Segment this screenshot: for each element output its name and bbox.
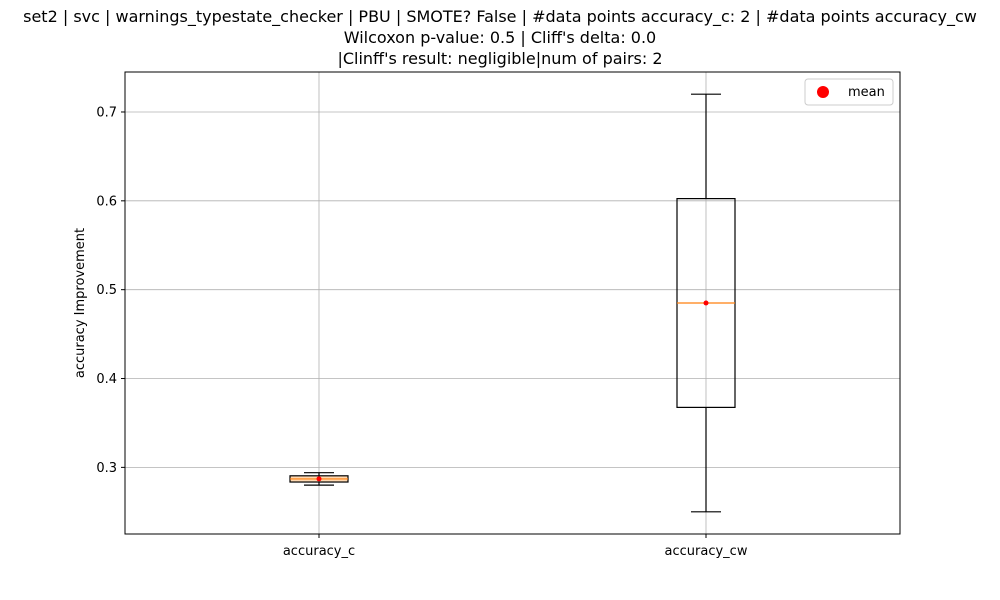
x-axis: accuracy_c accuracy_cw <box>283 534 748 559</box>
x-tick-label: accuracy_c <box>283 544 355 559</box>
legend-mean-marker <box>817 86 829 98</box>
y-tick-label: 0.7 <box>96 105 117 120</box>
y-tick-label: 0.5 <box>96 283 117 298</box>
chart-title-line-2: Wilcoxon p-value: 0.5 | Cliff's delta: 0… <box>344 28 656 47</box>
chart-title: set2 | svc | warnings_typestate_checker … <box>23 7 977 68</box>
y-axis-label: accuracy Improvement <box>73 228 88 378</box>
legend: mean <box>804 78 894 106</box>
y-axis: 0.3 0.4 0.5 0.6 0.7 <box>96 105 125 476</box>
legend-frame <box>804 78 894 106</box>
y-tick-label: 0.4 <box>96 372 117 387</box>
x-tick-label: accuracy_cw <box>665 544 748 559</box>
plot-area-frame <box>124 71 901 535</box>
legend-mean-label: mean <box>848 85 885 100</box>
chart-title-line-1: set2 | svc | warnings_typestate_checker … <box>23 7 977 27</box>
y-tick-label: 0.3 <box>96 461 117 476</box>
grid-lines <box>125 72 900 534</box>
chart-title-line-3: |Clinff's result: negligible|num of pair… <box>337 49 662 68</box>
mean-marker <box>703 300 709 306</box>
box-accuracy_c <box>289 472 349 486</box>
box-series <box>289 93 736 513</box>
y-tick-label: 0.6 <box>96 194 117 209</box>
mean-marker <box>316 476 322 482</box>
box-accuracy_cw <box>676 93 736 513</box>
